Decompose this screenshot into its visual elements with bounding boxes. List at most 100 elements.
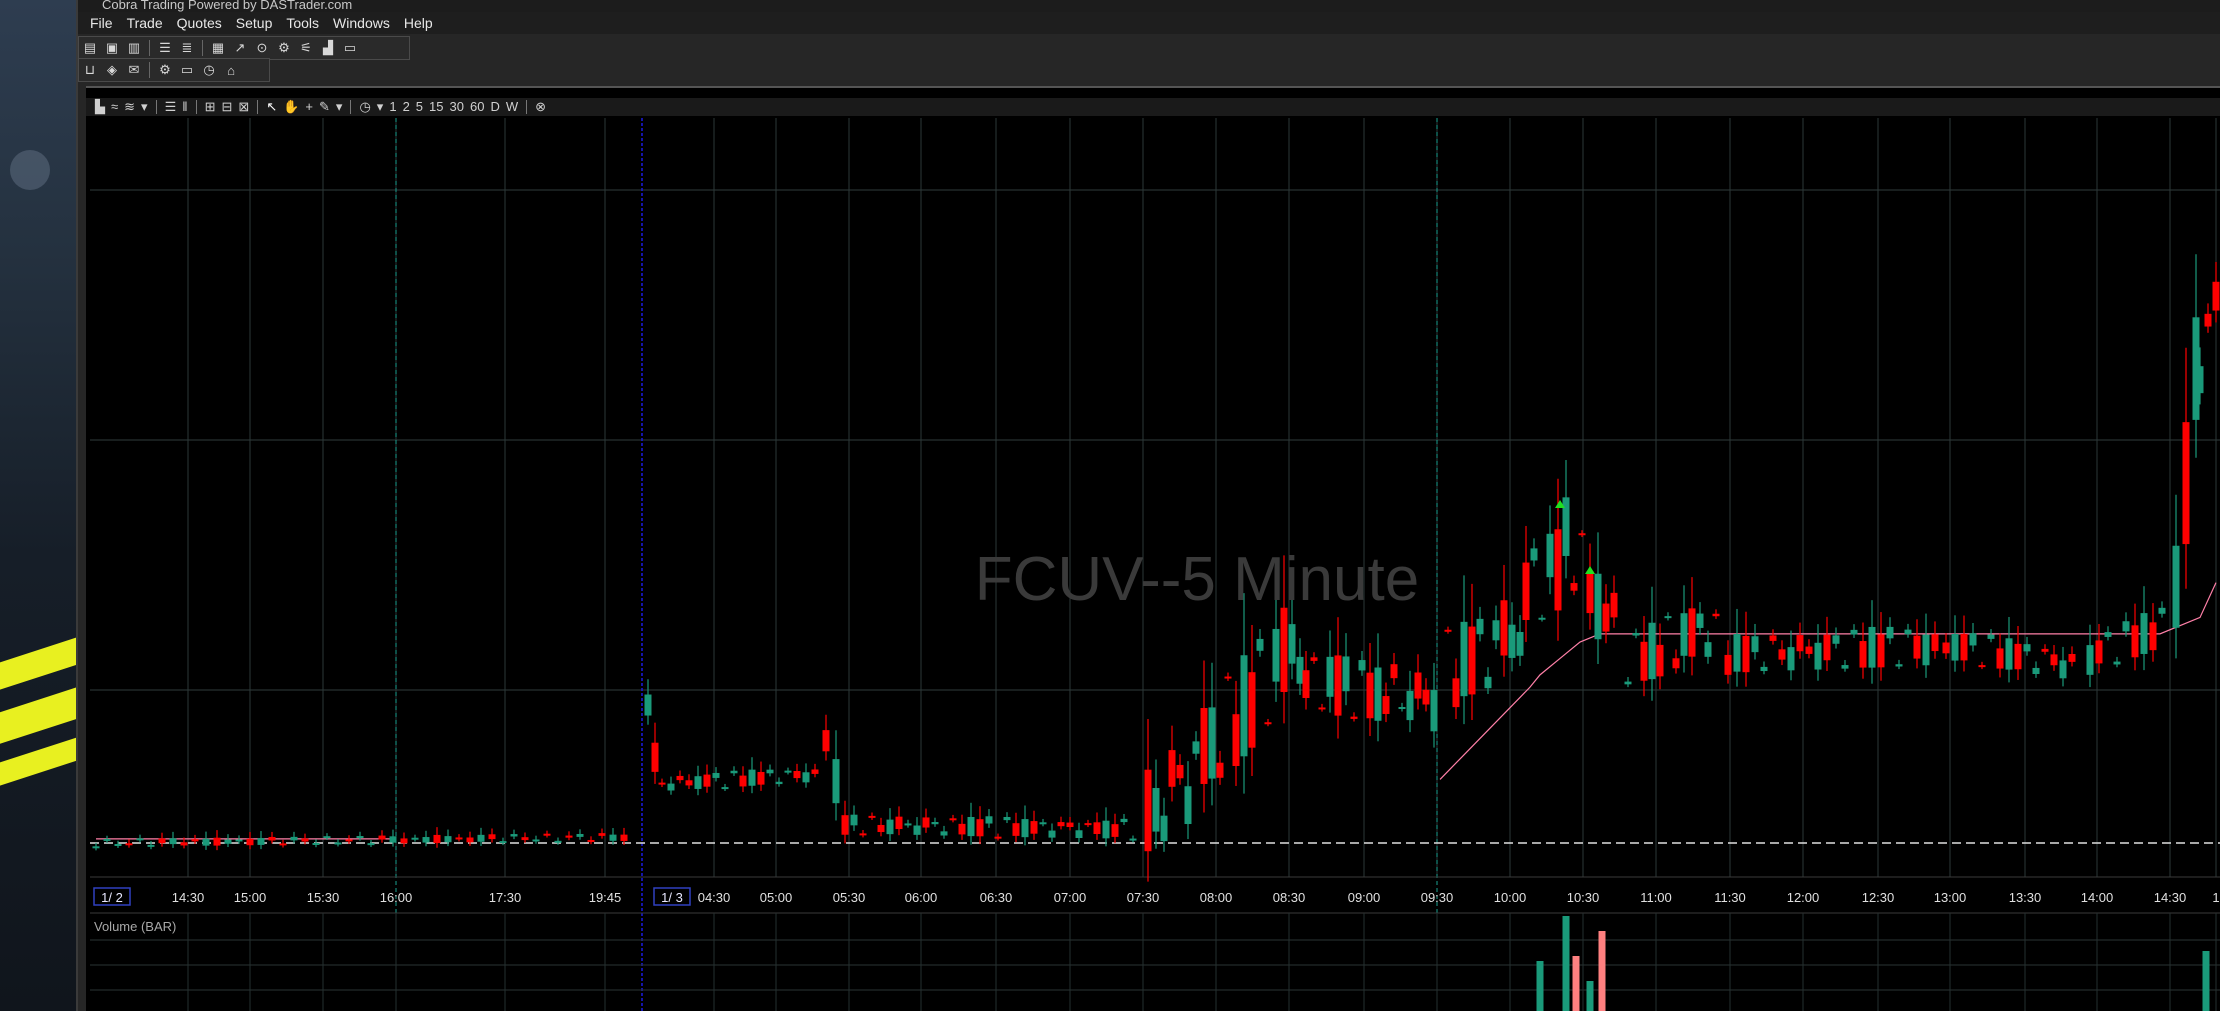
candle xyxy=(931,821,939,825)
candle xyxy=(1406,690,1414,721)
chart-toolbar: ▙ ≈ ≋ ▾ ☰ ‖ ⊞ ⊟ ⊠ ↖ ✋ + ✎ ▾ ◷ ▾ 1 xyxy=(86,98,2220,116)
bar-chart-icon[interactable]: ▟ xyxy=(323,40,333,55)
chevron-down-icon[interactable]: ▾ xyxy=(335,99,343,114)
candle xyxy=(886,819,894,835)
candle xyxy=(1680,613,1688,656)
home-icon[interactable]: ⌂ xyxy=(227,62,235,78)
orders-icon[interactable]: ▣ xyxy=(105,40,119,55)
candle xyxy=(1382,696,1390,714)
candle xyxy=(356,836,364,839)
x-tick-label: 1/ 2 xyxy=(101,890,123,905)
alert-icon[interactable]: ⚙ xyxy=(278,40,290,55)
candle xyxy=(1248,672,1256,748)
x-tick-label: 10:30 xyxy=(1567,890,1600,905)
timeframe-5-button[interactable]: 5 xyxy=(415,99,424,114)
zoom-fit-icon[interactable]: ⊞ xyxy=(204,99,216,114)
zoom-in-icon[interactable]: ⊟ xyxy=(221,99,233,114)
keyboard-icon[interactable]: ▭ xyxy=(180,62,194,77)
candle xyxy=(1648,622,1656,680)
timeframe-60-button[interactable]: 60 xyxy=(469,99,485,114)
candle xyxy=(158,838,166,844)
candle xyxy=(1129,838,1137,841)
x-tick-label: 07:30 xyxy=(1127,890,1160,905)
candle xyxy=(2095,640,2103,664)
gear-icon[interactable]: ⚙ xyxy=(159,62,171,77)
candle xyxy=(136,838,144,841)
menu-quotes[interactable]: Quotes xyxy=(176,15,222,31)
candle xyxy=(1216,762,1224,778)
candle xyxy=(2131,625,2139,658)
options-icon[interactable]: ⚟ xyxy=(300,40,312,55)
basket-icon[interactable]: ⊔ xyxy=(84,62,96,77)
account-icon[interactable]: ▤ xyxy=(83,40,97,55)
clock-icon[interactable]: ◷ xyxy=(359,99,371,114)
study-icon[interactable]: ≋ xyxy=(124,99,136,114)
candle xyxy=(2122,621,2130,632)
x-tick-label: 14:30 xyxy=(172,890,205,905)
trades-icon[interactable]: ▥ xyxy=(127,40,141,55)
toolbar-divider xyxy=(350,100,352,114)
menu-tools[interactable]: Tools xyxy=(286,15,320,31)
draw-icon[interactable]: ✎ xyxy=(319,99,330,114)
candle xyxy=(949,818,957,821)
candle xyxy=(2182,422,2190,545)
candle xyxy=(868,815,876,818)
timeframe-15-button[interactable]: 15 xyxy=(429,99,444,114)
vwap-line xyxy=(96,582,2217,840)
candle xyxy=(1904,629,1912,635)
candle xyxy=(1632,633,1640,636)
candle xyxy=(1366,672,1374,719)
candle xyxy=(1696,613,1704,628)
menu-trade[interactable]: Trade xyxy=(126,15,163,31)
candle xyxy=(521,837,529,841)
indicator-icon[interactable]: ≈ xyxy=(111,99,119,114)
x-tick-label: 07:00 xyxy=(1054,890,1087,905)
candle xyxy=(1310,657,1318,661)
settings-list-icon[interactable]: ≣ xyxy=(181,40,193,55)
candle xyxy=(1578,533,1586,536)
mail-icon[interactable]: ✉ xyxy=(128,62,140,77)
x-tick-label: 08:00 xyxy=(1200,890,1233,905)
chevron-down-icon[interactable]: ▾ xyxy=(141,99,148,114)
candle xyxy=(323,836,331,839)
candle xyxy=(1996,648,2004,669)
hotkey-icon[interactable]: ◈ xyxy=(107,62,117,77)
list-icon[interactable]: ☰ xyxy=(159,40,171,55)
candle xyxy=(1805,646,1813,654)
candle xyxy=(2172,545,2180,628)
monitor-icon[interactable]: ▭ xyxy=(343,40,357,55)
trend-icon[interactable]: ↗ xyxy=(234,40,246,55)
candle xyxy=(1144,769,1152,852)
candle xyxy=(334,842,342,845)
hand-icon[interactable]: ✋ xyxy=(283,99,300,114)
zoom-out-icon[interactable]: ⊠ xyxy=(238,99,250,114)
timeframe-2-button[interactable]: 2 xyxy=(402,99,410,114)
x-tick-label: 06:00 xyxy=(905,890,938,905)
chart-type-icon[interactable]: ▙ xyxy=(95,99,105,114)
candle xyxy=(455,837,463,840)
list-icon[interactable]: ☰ xyxy=(164,99,177,114)
candle xyxy=(1280,607,1288,692)
timeframe-weekly-button[interactable]: W xyxy=(505,99,519,114)
chevron-down-icon[interactable]: ▾ xyxy=(376,99,384,114)
pause-icon[interactable]: ‖ xyxy=(182,99,188,114)
cursor-icon[interactable]: ↖ xyxy=(266,99,278,114)
menu-file[interactable]: File xyxy=(90,15,113,31)
toolbar-divider xyxy=(149,62,150,78)
scanner-icon[interactable]: ⊙ xyxy=(256,40,268,55)
chart-icon[interactable]: ▦ xyxy=(211,40,225,55)
timeframe-daily-button[interactable]: D xyxy=(490,99,500,114)
candle xyxy=(1688,608,1696,657)
clock-icon[interactable]: ◷ xyxy=(203,62,215,77)
menu-setup[interactable]: Setup xyxy=(235,15,273,31)
candle xyxy=(1430,690,1438,732)
menu-help[interactable]: Help xyxy=(403,15,433,31)
candle xyxy=(1895,664,1903,667)
menu-windows[interactable]: Windows xyxy=(333,15,390,31)
crosshair-icon[interactable]: + xyxy=(305,99,314,114)
candle xyxy=(433,834,441,844)
timeframe-30-button[interactable]: 30 xyxy=(449,99,464,114)
timeframe-1-button[interactable]: 1 xyxy=(389,99,397,114)
close-icon[interactable]: ⊗ xyxy=(535,99,547,114)
